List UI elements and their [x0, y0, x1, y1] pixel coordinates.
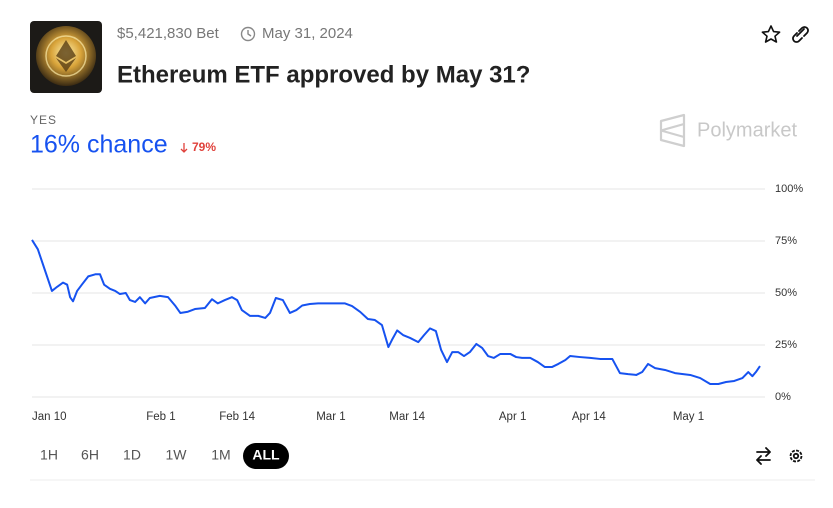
time-range-selector: 1H 6H 1D 1W 1M ALL	[40, 443, 289, 469]
y-tick-label: 50%	[775, 287, 797, 299]
time-range-label[interactable]: 1D	[123, 447, 141, 463]
link-button[interactable]	[792, 26, 809, 43]
x-tick-label: Mar 1	[316, 411, 345, 423]
swap-button[interactable]	[756, 447, 771, 465]
time-range-button[interactable]: 1H	[40, 447, 58, 463]
x-tick-label: Mar 14	[389, 411, 425, 423]
outcome-label: YES	[30, 113, 57, 127]
time-range-label[interactable]: 1W	[166, 447, 188, 463]
y-tick-label: 0%	[775, 391, 791, 403]
clock-icon	[240, 26, 256, 42]
change: 79%	[192, 140, 216, 154]
time-range-button[interactable]: ALL	[243, 443, 289, 469]
volume: $5,421,830 Bet	[117, 25, 220, 42]
y-tick-label: 25%	[775, 339, 797, 351]
thumbnail	[30, 21, 102, 93]
time-range-button[interactable]: 1D	[123, 447, 141, 463]
price-line	[31, 239, 761, 385]
chance: 16% chance	[30, 131, 168, 159]
end-date: May 31, 2024	[262, 25, 353, 42]
time-range-label[interactable]: ALL	[252, 447, 280, 463]
down-arrow	[180, 143, 188, 153]
market-title: Ethereum ETF approved by May 31?	[117, 61, 530, 88]
x-tick-label: Apr 1	[499, 411, 527, 423]
star-button[interactable]	[761, 25, 781, 43]
brand: Polymarket	[697, 119, 797, 141]
brand-logo	[659, 113, 686, 148]
y-tick-label: 75%	[775, 235, 797, 247]
settings-button[interactable]	[789, 449, 803, 463]
chart: 0% 25% 50% 75% 100% Jan 10 Feb 1 Feb 14 Mar 1 Mar…	[31, 183, 803, 423]
time-range-button[interactable]: 1W	[166, 447, 188, 463]
time-range-label[interactable]: 1M	[211, 447, 230, 463]
time-range-label[interactable]: 6H	[81, 447, 99, 463]
x-tick-label: Feb 14	[219, 411, 255, 423]
y-tick-label: 100%	[775, 183, 803, 195]
time-range-button[interactable]: 6H	[81, 447, 99, 463]
x-tick-label: Apr 14	[572, 411, 606, 423]
x-tick-label: Jan 10	[32, 411, 67, 423]
x-tick-label: Feb 1	[146, 411, 175, 423]
time-range-label[interactable]: 1H	[40, 447, 58, 463]
selected-pill	[243, 443, 289, 469]
time-range-button[interactable]: 1M	[211, 447, 230, 463]
x-tick-label: May 1	[673, 411, 704, 423]
